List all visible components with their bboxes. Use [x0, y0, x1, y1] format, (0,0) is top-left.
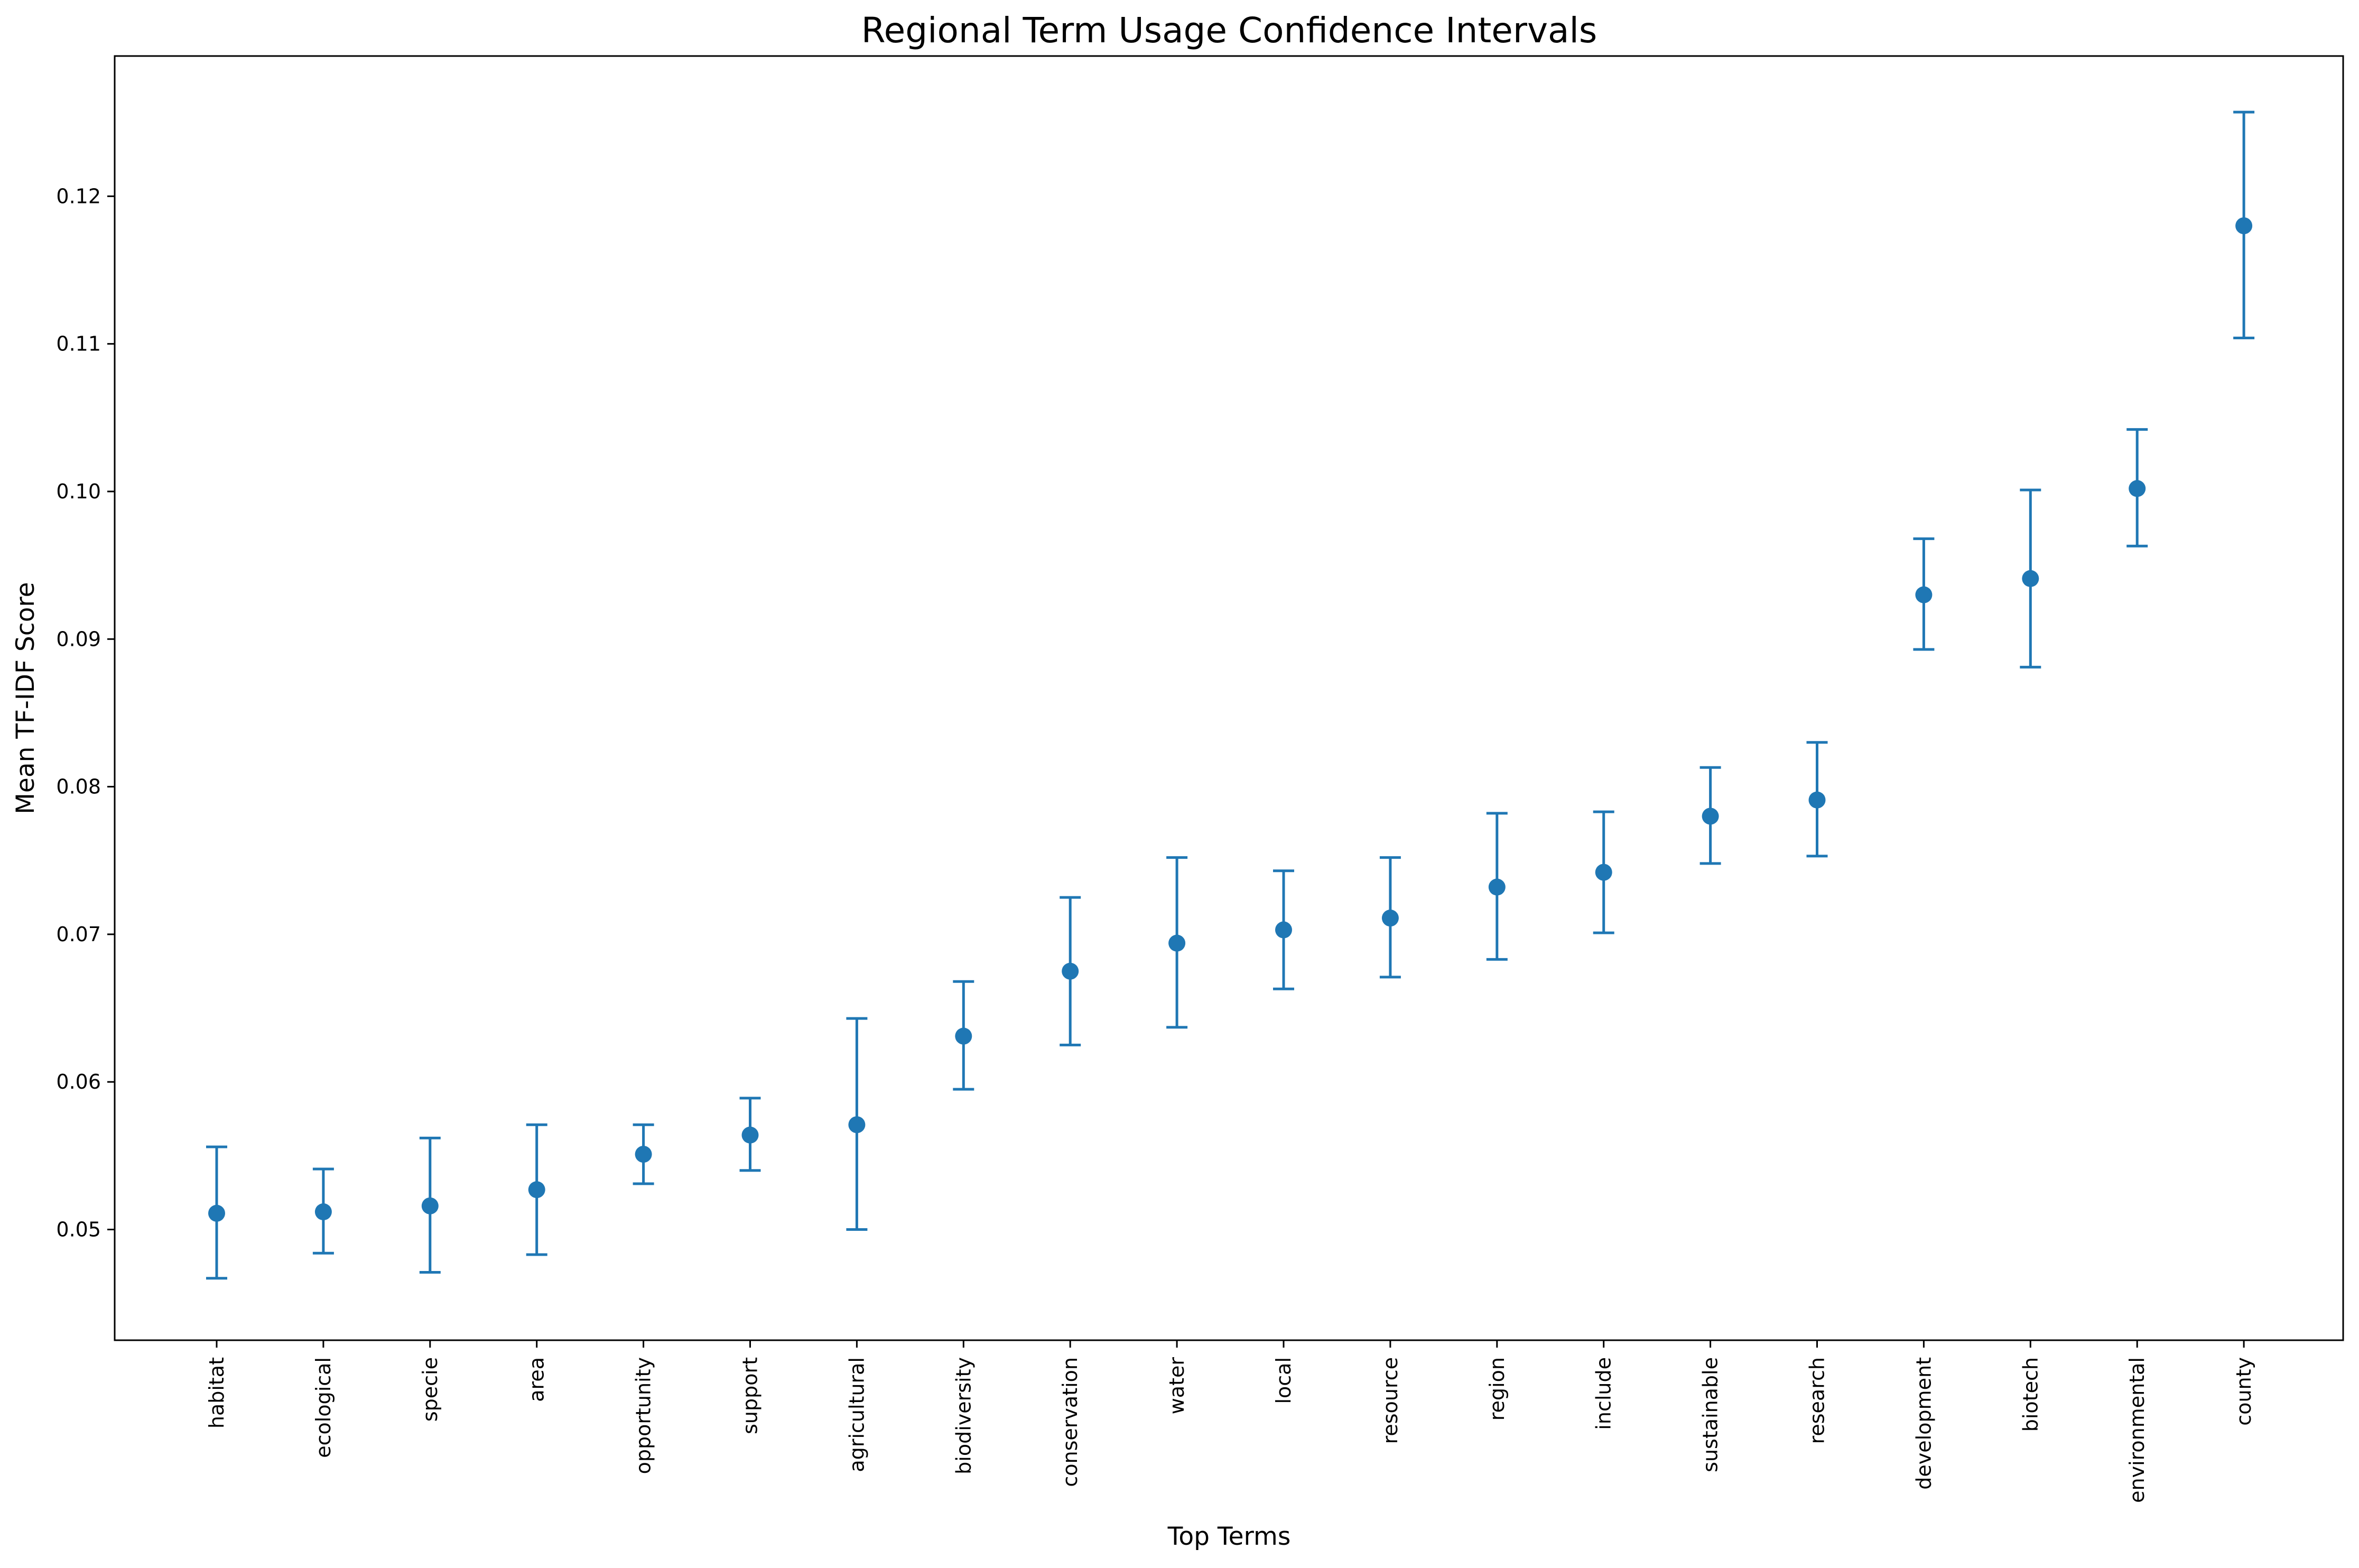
x-tick-label: environmental [2125, 1357, 2149, 1503]
plot-frame [114, 55, 2344, 1341]
data-point [2129, 480, 2146, 497]
x-tick-label: support [739, 1357, 762, 1434]
data-point [528, 1181, 545, 1199]
data-point [1808, 791, 1826, 809]
data-point [1488, 878, 1506, 896]
data-point [1168, 934, 1186, 952]
y-tick-label: 0.08 [56, 775, 101, 799]
y-tick-label: 0.11 [56, 332, 101, 356]
x-tick-label: agricultural [845, 1357, 868, 1472]
data-point [635, 1146, 652, 1163]
data-point [955, 1027, 972, 1045]
data-point [1381, 910, 1399, 927]
x-tick-label: ecological [312, 1357, 335, 1458]
y-tick-label: 0.05 [56, 1218, 101, 1241]
x-tick-label: habitat [205, 1357, 228, 1428]
x-tick-label: include [1592, 1357, 1615, 1430]
x-tick-label: water [1165, 1357, 1188, 1415]
x-tick-label: local [1272, 1357, 1295, 1404]
data-point [848, 1116, 866, 1134]
data-point [208, 1204, 225, 1222]
x-tick-label: conservation [1058, 1357, 1082, 1487]
data-point [1595, 864, 1612, 881]
data-point [741, 1126, 759, 1144]
y-tick-label: 0.07 [56, 923, 101, 946]
x-axis-label: Top Terms [1167, 1522, 1291, 1551]
x-tick-label: biotech [2019, 1357, 2042, 1432]
y-tick-label: 0.10 [56, 480, 101, 503]
data-point [1702, 808, 1719, 825]
data-point [314, 1203, 332, 1220]
y-tick-label: 0.12 [56, 184, 101, 208]
x-tick-label: biodiversity [952, 1357, 975, 1474]
y-tick-label: 0.09 [56, 627, 101, 651]
x-tick-label: region [1485, 1357, 1509, 1421]
x-tick-label: opportunity [632, 1357, 655, 1474]
x-tick-label: sustainable [1699, 1357, 1722, 1472]
y-tick-label: 0.06 [56, 1070, 101, 1093]
y-axis-label: Mean TF-IDF Score [11, 582, 40, 814]
data-point [421, 1197, 439, 1214]
x-tick-label: research [1806, 1357, 1829, 1444]
x-tick-label: development [1912, 1357, 1935, 1490]
chart-title: Regional Term Usage Confidence Intervals [861, 10, 1597, 51]
plot-area: 0.05 0.06 0.07 0.08 0.09 0.10 0.11 0.12 habitat e… [56, 110, 2255, 1503]
data-point [1062, 962, 1079, 980]
data-point [2022, 570, 2039, 587]
x-tick-label: specie [419, 1357, 442, 1422]
data-point [1915, 586, 1933, 604]
data-point [2235, 217, 2253, 235]
x-tick-label: resource [1379, 1357, 1402, 1444]
x-tick-label: county [2232, 1357, 2255, 1426]
x-tick-label: area [525, 1357, 549, 1402]
data-point [1275, 921, 1292, 939]
